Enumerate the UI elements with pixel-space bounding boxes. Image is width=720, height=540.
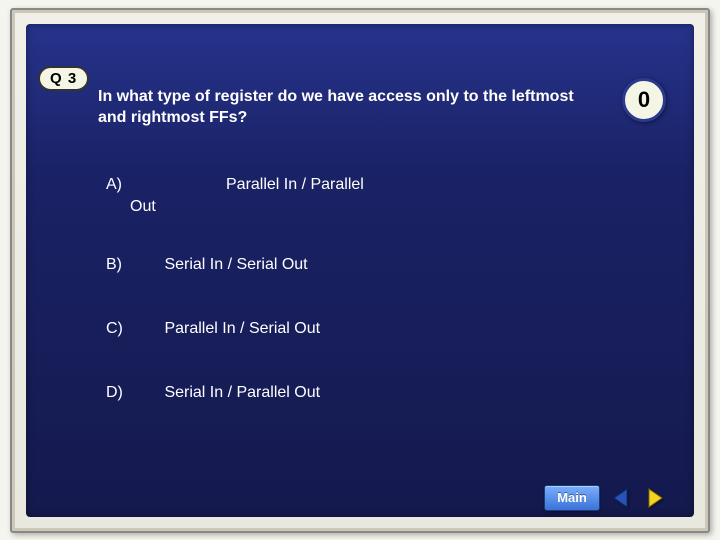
option-d[interactable]: D) Serial In / Parallel Out	[106, 384, 320, 402]
option-b-text: Serial In / Serial Out	[164, 256, 307, 273]
option-a-text-line2: Out	[130, 198, 156, 216]
option-c[interactable]: C) Parallel In / Serial Out	[106, 320, 320, 338]
prev-button[interactable]	[608, 485, 634, 511]
option-c-letter: C)	[106, 320, 160, 338]
option-a-text-line1: Parallel In / Parallel	[226, 176, 364, 194]
slide-body: Q 3 In what type of register do we have …	[26, 24, 694, 517]
bottom-controls: Main	[544, 485, 668, 511]
slide-frame: Q 3 In what type of register do we have …	[10, 8, 710, 533]
option-b-letter: B)	[106, 256, 160, 274]
question-number-badge: Q 3	[38, 66, 89, 91]
option-d-text: Serial In / Parallel Out	[164, 384, 320, 401]
next-button[interactable]	[642, 485, 668, 511]
option-a-letter: A)	[106, 176, 160, 194]
option-c-text: Parallel In / Serial Out	[164, 320, 320, 337]
arrow-left-icon	[610, 487, 632, 509]
arrow-right-icon	[644, 487, 666, 509]
option-b[interactable]: B) Serial In / Serial Out	[106, 256, 308, 274]
timer-badge: 0	[622, 78, 666, 122]
question-text: In what type of register do we have acce…	[98, 86, 578, 129]
main-button[interactable]: Main	[544, 485, 600, 511]
option-d-letter: D)	[106, 384, 160, 402]
